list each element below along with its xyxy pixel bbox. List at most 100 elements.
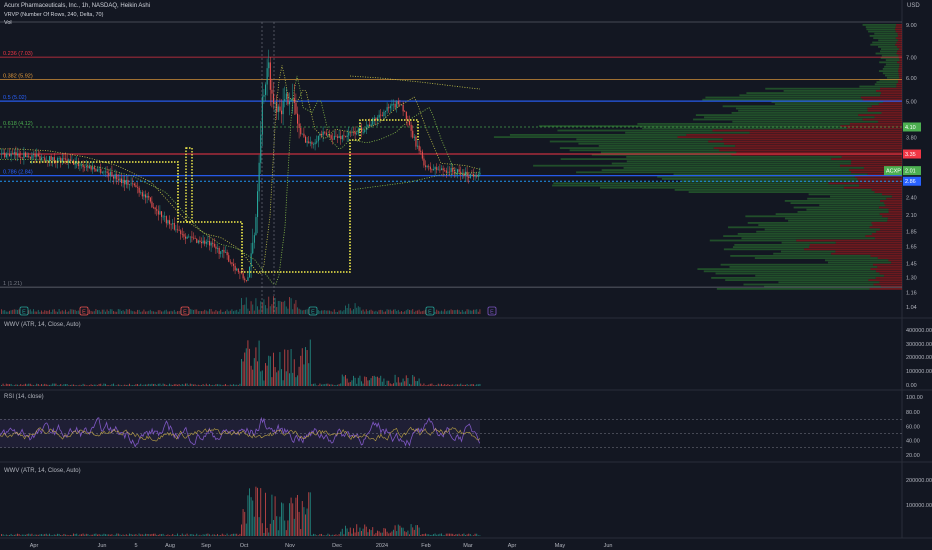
wwv-bar [154,383,156,386]
wwv-bar [303,507,305,536]
profile-bar-buy [765,87,881,90]
wwv-bar [65,384,66,386]
wwv-bar [217,384,218,386]
candle-body [274,102,276,104]
wwv-bar [45,533,47,536]
profile-bar-sell [877,266,902,268]
wwv-bar [13,534,15,536]
currency-label[interactable]: USD [907,3,920,9]
volume-indicator-label[interactable]: Vol [4,20,12,26]
wwv-bar [365,377,367,386]
volume-bar [289,297,290,314]
profile-bar-sell [896,83,902,86]
wwv-bar [276,372,278,386]
candles [1,49,481,283]
wwv-bar [153,384,154,386]
volume-bar [111,309,113,314]
candle-body [42,157,44,159]
profile-bar-sell [722,138,902,141]
candle-body [220,251,222,254]
profile-bar-sell [731,153,902,156]
wwv-bar [364,524,366,536]
wwv-pane-label-1[interactable]: WWV (ATR, 14, Close, Auto) [4,322,81,328]
profile-bar-sell [851,171,902,174]
volume-bar [441,310,442,314]
volume-bar [125,309,127,314]
wwv-bar [87,534,89,536]
wwv-bar [461,384,463,386]
wwv-bar [330,384,332,386]
wwv-bar [421,534,423,536]
candle-body [287,93,289,105]
wwv-bar [263,380,265,386]
profile-bar-sell [868,279,902,281]
wwv-bar [133,534,135,536]
wwv-bar [369,380,370,386]
profile-bar-buy [538,125,841,127]
candle-body [233,263,235,266]
wwv-bar [385,385,386,386]
wwv-bar [394,374,396,386]
candle-body [73,160,75,165]
profile-bar-sell [895,28,902,31]
profile-bar-sell [888,259,902,262]
wwv-bar [308,363,310,386]
price-tag-current: 2.01 [905,169,916,175]
volume-bar [354,303,356,314]
candle-body [157,210,159,215]
profile-bar-buy [784,217,888,220]
candle-body [341,135,343,140]
volume-bar [322,310,324,314]
volume-bar [276,307,278,314]
wwv-bar [193,384,194,386]
volume-bar [58,309,60,314]
wwv-bar [290,497,292,536]
candle-body [329,135,331,136]
volume-bar [449,310,450,314]
wwv-bar [449,384,450,386]
profile-bar-sell [879,213,902,215]
vrvp-indicator-label[interactable]: VRVP (Number Of Rows, 240, Delta, 70) [4,12,104,18]
candle-body [474,176,476,177]
wwv-bar [181,384,183,386]
wwv-bar [356,524,358,536]
volume-bar [31,311,33,314]
wwv-bar [477,535,479,536]
profile-bar-sell [899,59,902,61]
wwv-bar [285,530,287,536]
wwv-bar [332,384,334,386]
rsi-pane-label[interactable]: RSI (14, close) [4,394,44,400]
chart-title: Acurx Pharmaceuticals, Inc., 1h, NASDAQ,… [4,3,151,9]
volume-bar [207,311,209,314]
candle-body [442,168,444,171]
wwv-bar [277,530,279,536]
wwv-pane-label-2[interactable]: WWV (ATR, 14, Close, Auto) [4,468,81,474]
wwv-bar [335,385,337,386]
candle-body [284,99,286,102]
wwv-bar [434,385,436,386]
wwv-bar [36,383,38,386]
wwv-bar [401,382,402,386]
wwv-bar [346,528,348,536]
volume-bar [327,310,329,314]
candle-body [10,153,12,157]
volume-bar [351,310,353,314]
wwv-bar [10,533,12,536]
profile-bar-sell [898,81,902,83]
candle-body [162,216,164,218]
wwv-bar [388,533,390,536]
wwv-bar [137,535,138,536]
volume-bar [209,309,210,314]
wwv-bar [370,378,372,386]
wwv-bar [265,363,266,386]
candle-body [76,161,78,163]
profile-bar-buy [681,180,859,182]
wwv-bar [20,535,22,536]
profile-bar-sell [874,237,902,240]
wwv-bar [125,534,127,536]
volume-bar [202,311,204,314]
volume-bar [145,311,146,314]
wwv-bar [12,385,14,386]
volume-bar [298,308,300,314]
